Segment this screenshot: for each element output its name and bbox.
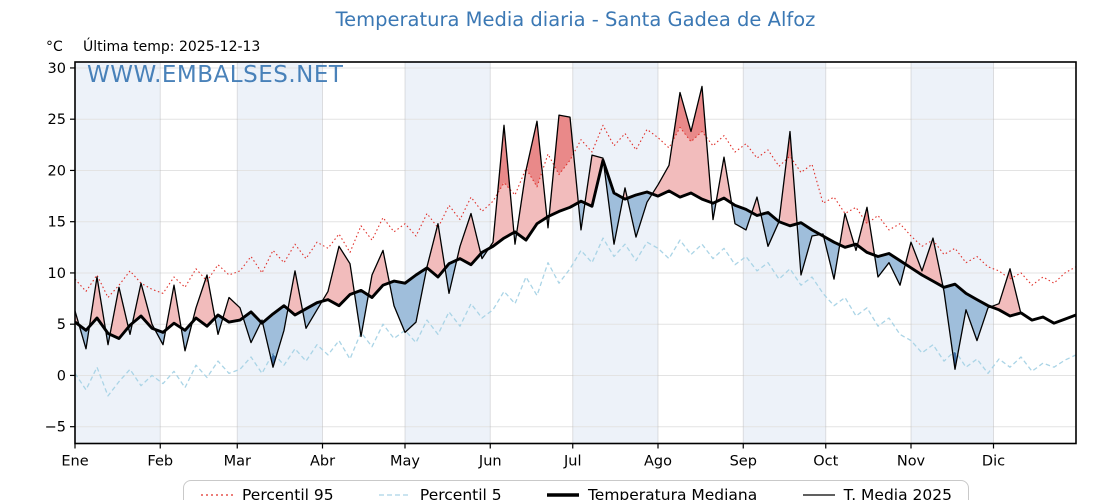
legend-label: Percentil 95 xyxy=(242,486,334,500)
x-tick-label-oct: Oct xyxy=(813,454,838,470)
fill-above-p95 xyxy=(498,125,510,192)
x-tick-label-ago: Ago xyxy=(644,454,672,470)
legend-label: T. Media 2025 xyxy=(843,486,952,500)
y-tick-label: 30 xyxy=(48,61,66,77)
x-tick-label-abr: Abr xyxy=(310,454,335,470)
fill-above-median xyxy=(517,170,547,241)
legend-item-percentil-5: Percentil 5 xyxy=(378,486,502,500)
x-tick-label-dic: Dic xyxy=(982,454,1005,470)
x-tick-label-jul: Jul xyxy=(563,454,582,470)
y-tick-label: 10 xyxy=(48,266,66,282)
fill-above-median xyxy=(652,127,711,203)
fill-above-p95 xyxy=(554,115,573,175)
fill-above-median xyxy=(457,213,481,265)
fill-below-median xyxy=(446,260,456,294)
fill-below-median xyxy=(182,322,192,351)
percentil-95-line xyxy=(75,124,1076,299)
temperatura-mediana-line xyxy=(75,158,1076,340)
fill-above-median xyxy=(110,287,128,339)
series-lines xyxy=(75,85,1076,397)
mediana-line-sample-icon xyxy=(546,493,579,497)
x-tick-label-ene: Ene xyxy=(61,454,88,470)
y-tick-label: 15 xyxy=(48,215,66,231)
legend-label: Percentil 5 xyxy=(419,486,502,500)
fill-below-median xyxy=(215,315,223,335)
y-tick-label: 20 xyxy=(48,163,66,179)
t-media-2025-line-sample-icon xyxy=(802,494,835,496)
y-tick-label: 5 xyxy=(57,317,66,333)
fill-above-median xyxy=(223,297,243,323)
fill-above-p95 xyxy=(527,121,542,187)
fill-above-median xyxy=(322,246,355,306)
gridlines xyxy=(75,62,1076,444)
percentil-5-line-sample-icon xyxy=(378,494,411,496)
legend-label: Temperatura Mediana xyxy=(587,486,758,500)
fill-above-median xyxy=(165,285,181,331)
chart-title: Temperatura Media diaria - Santa Gadea d… xyxy=(335,8,816,31)
x-tick-label-mar: Mar xyxy=(224,454,251,470)
fill-above-median xyxy=(752,197,760,216)
fill-above-median xyxy=(992,277,1020,316)
x-tick-label-feb: Feb xyxy=(147,454,173,470)
fill-above-median xyxy=(549,155,579,216)
legend-item-percentil-95: Percentil 95 xyxy=(200,486,334,500)
legend-item-t-media-2025: T. Media 2025 xyxy=(802,486,952,500)
fill-above-median xyxy=(90,277,106,330)
fill-above-median xyxy=(288,270,302,315)
x-tick-label-may: May xyxy=(390,454,420,470)
legend-item-temperatura-mediana: Temperatura Mediana xyxy=(546,486,757,500)
x-tick-label-nov: Nov xyxy=(897,454,926,470)
fill-above-median xyxy=(717,157,731,203)
legend: Percentil 95 Percentil 5 Temperatura Med… xyxy=(183,480,969,500)
plot-border xyxy=(74,61,1077,445)
y-tick-label: 0 xyxy=(57,368,66,384)
y-tick-label: 25 xyxy=(48,112,66,128)
fill-above-median xyxy=(488,182,514,249)
fill-above-p95 xyxy=(673,86,707,142)
fill-above-median xyxy=(623,187,627,200)
x-tick-label-sep: Sep xyxy=(730,454,757,470)
last-temp-label: Última temp: 2025-12-13 xyxy=(83,39,261,55)
fill-below-median xyxy=(875,253,905,286)
fill-below-median xyxy=(761,212,778,247)
y-axis-unit-label: °C xyxy=(46,39,63,55)
t-media-2025-line xyxy=(75,85,1022,370)
percentil-5-line xyxy=(75,237,1076,397)
fill-below-median xyxy=(798,222,819,275)
fill-below-median xyxy=(355,290,368,333)
fill-above-median xyxy=(585,155,603,207)
x-tick-label-jun: Jun xyxy=(478,454,502,470)
axes: −5 0 5 10 15 20 25 30 Ene Feb Mar Abr May Jun Jul Ago Se… xyxy=(45,61,1005,470)
fill-above-median xyxy=(905,240,943,287)
month-bands xyxy=(75,62,994,444)
watermark: WWW.EMBALSES.NET xyxy=(87,62,344,88)
fill-above-median xyxy=(369,250,389,298)
percentil-95-line-sample-icon xyxy=(201,494,233,496)
fill-above-median xyxy=(193,279,214,327)
y-tick-label: −5 xyxy=(45,420,66,436)
